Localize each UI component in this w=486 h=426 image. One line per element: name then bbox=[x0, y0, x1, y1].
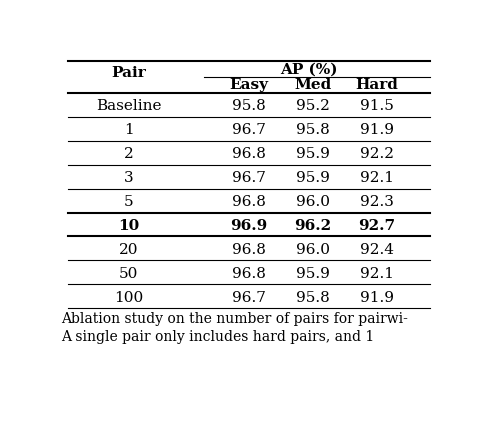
Text: 50: 50 bbox=[119, 267, 138, 281]
Text: 1: 1 bbox=[123, 123, 134, 137]
Text: 96.2: 96.2 bbox=[295, 219, 331, 233]
Text: 5: 5 bbox=[124, 195, 133, 209]
Text: 95.8: 95.8 bbox=[296, 123, 330, 137]
Text: Pair: Pair bbox=[111, 66, 146, 81]
Text: 96.7: 96.7 bbox=[232, 171, 266, 185]
Text: 95.2: 95.2 bbox=[296, 99, 330, 113]
Text: 96.0: 96.0 bbox=[296, 243, 330, 256]
Text: 91.5: 91.5 bbox=[360, 99, 394, 113]
Text: 95.9: 95.9 bbox=[296, 147, 330, 161]
Text: 96.9: 96.9 bbox=[230, 219, 268, 233]
Text: 92.4: 92.4 bbox=[360, 243, 394, 256]
Text: 95.9: 95.9 bbox=[296, 171, 330, 185]
Text: Baseline: Baseline bbox=[96, 99, 161, 113]
Text: 10: 10 bbox=[118, 219, 139, 233]
Text: 96.8: 96.8 bbox=[232, 195, 266, 209]
Text: 92.3: 92.3 bbox=[360, 195, 394, 209]
Text: 95.8: 95.8 bbox=[296, 291, 330, 305]
Text: 95.9: 95.9 bbox=[296, 267, 330, 281]
Text: 96.7: 96.7 bbox=[232, 291, 266, 305]
Text: Med: Med bbox=[295, 78, 332, 92]
Text: Hard: Hard bbox=[356, 78, 399, 92]
Text: 2: 2 bbox=[123, 147, 134, 161]
Text: 96.8: 96.8 bbox=[232, 147, 266, 161]
Text: Easy: Easy bbox=[229, 78, 269, 92]
Text: 20: 20 bbox=[119, 243, 139, 256]
Text: 95.8: 95.8 bbox=[232, 99, 266, 113]
Text: 3: 3 bbox=[124, 171, 133, 185]
Text: 100: 100 bbox=[114, 291, 143, 305]
Text: 91.9: 91.9 bbox=[360, 123, 394, 137]
Text: 92.1: 92.1 bbox=[360, 171, 394, 185]
Text: 92.7: 92.7 bbox=[359, 219, 396, 233]
Text: A single pair only includes hard pairs, and 1: A single pair only includes hard pairs, … bbox=[61, 331, 374, 344]
Text: 96.8: 96.8 bbox=[232, 267, 266, 281]
Text: Ablation study on the number of pairs for pairwi-: Ablation study on the number of pairs fo… bbox=[61, 312, 408, 326]
Text: 91.9: 91.9 bbox=[360, 291, 394, 305]
Text: 96.0: 96.0 bbox=[296, 195, 330, 209]
Text: 96.8: 96.8 bbox=[232, 243, 266, 256]
Text: AP (%): AP (%) bbox=[280, 62, 338, 76]
Text: 92.2: 92.2 bbox=[360, 147, 394, 161]
Text: 96.7: 96.7 bbox=[232, 123, 266, 137]
Text: 92.1: 92.1 bbox=[360, 267, 394, 281]
